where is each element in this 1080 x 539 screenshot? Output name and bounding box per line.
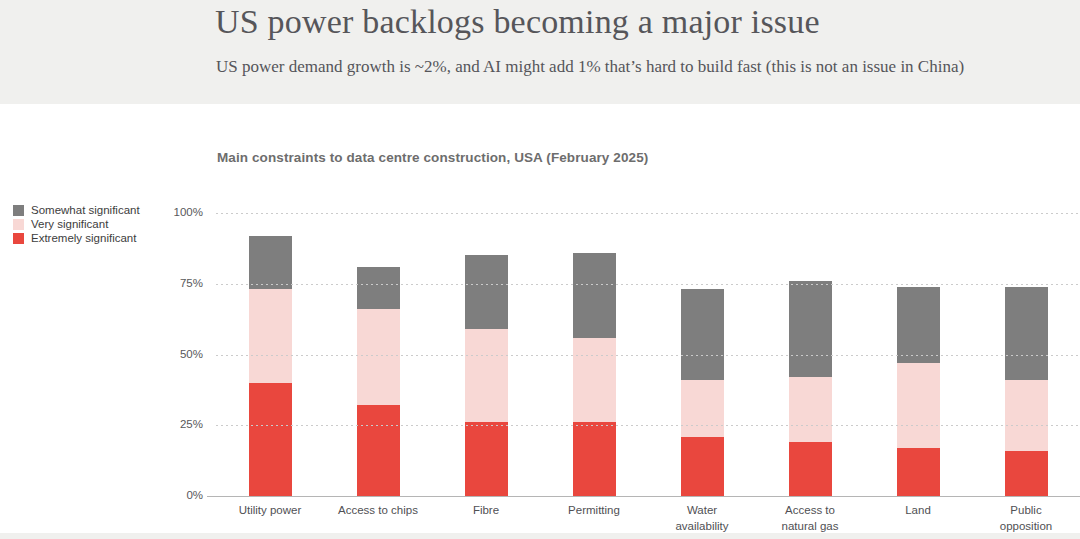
y-tick-25%: 25%: [143, 418, 203, 430]
bar-segment-extremely-significant: [681, 437, 724, 496]
legend: Somewhat significant Very significant Extr…: [13, 204, 140, 246]
x-label-access-to-chips: Access to chips: [324, 503, 432, 534]
y-tick-0%: 0%: [143, 489, 203, 501]
next-section-edge: [0, 533, 1080, 539]
x-label-fibre: Fibre: [432, 503, 540, 534]
bar-segment-extremely-significant: [1005, 451, 1048, 496]
bar-segment-extremely-significant: [249, 383, 292, 496]
gridline-75%: [216, 284, 1080, 285]
legend-label: Very significant: [31, 218, 108, 230]
somewhat-significant-swatch-icon: [13, 205, 24, 216]
bar-public-opposition: [1005, 287, 1048, 496]
x-label-access-to-natural-gas: Access to natural gas: [756, 503, 864, 534]
bar-segment-extremely-significant: [789, 442, 832, 496]
x-label-public-opposition: Public opposition: [972, 503, 1080, 534]
bar-access-to-natural-gas: [789, 281, 832, 496]
legend-label: Extremely significant: [31, 232, 136, 244]
bar-segment-very-significant: [897, 363, 940, 448]
bar-segment-somewhat-significant: [789, 281, 832, 377]
bar-permitting: [573, 253, 616, 496]
legend-item-extremely-significant: Extremely significant: [13, 232, 140, 244]
chart-title: Main constraints to data centre construc…: [217, 150, 648, 165]
gridline-100%: [216, 213, 1080, 214]
x-axis-labels: Utility powerAccess to chipsFibrePermitt…: [216, 503, 1080, 534]
bar-segment-very-significant: [789, 377, 832, 442]
legend-label: Somewhat significant: [31, 204, 140, 216]
legend-item-very-significant: Very significant: [13, 218, 140, 230]
bar-access-to-chips: [357, 267, 400, 496]
slide: US power backlogs becoming a major issue…: [0, 0, 1080, 539]
bar-segment-somewhat-significant: [1005, 287, 1048, 380]
gridline-25%: [216, 425, 1080, 426]
gridline-50%: [216, 355, 1080, 356]
page-subtitle: US power demand growth is ~2%, and AI mi…: [216, 57, 964, 77]
bar-utility-power: [249, 236, 292, 496]
bar-segment-very-significant: [357, 309, 400, 405]
y-tick-50%: 50%: [143, 348, 203, 360]
bar-segment-very-significant: [249, 289, 292, 382]
bar-segment-extremely-significant: [357, 405, 400, 496]
bar-segment-somewhat-significant: [681, 289, 724, 380]
plot-area: Utility powerAccess to chipsFibrePermitt…: [216, 213, 1080, 496]
x-label-water-availability: Water availability: [648, 503, 756, 534]
bar-segment-extremely-significant: [465, 422, 508, 496]
legend-item-somewhat-significant: Somewhat significant: [13, 204, 140, 216]
x-label-permitting: Permitting: [540, 503, 648, 534]
bar-segment-very-significant: [1005, 380, 1048, 451]
bar-land: [897, 287, 940, 496]
y-tick-100%: 100%: [143, 206, 203, 218]
y-tick-75%: 75%: [143, 277, 203, 289]
bar-segment-very-significant: [681, 380, 724, 437]
bar-segment-somewhat-significant: [897, 287, 940, 363]
bar-water-availability: [681, 289, 724, 496]
bar-segment-somewhat-significant: [573, 253, 616, 338]
page-title: US power backlogs becoming a major issue: [215, 3, 820, 41]
extremely-significant-swatch-icon: [13, 233, 24, 244]
bar-segment-very-significant: [573, 338, 616, 423]
x-axis-line: [207, 496, 1080, 497]
header-band: US power backlogs becoming a major issue…: [0, 0, 1080, 104]
bar-fibre: [465, 255, 508, 496]
bar-segment-somewhat-significant: [357, 267, 400, 309]
very-significant-swatch-icon: [13, 219, 24, 230]
x-label-utility-power: Utility power: [216, 503, 324, 534]
bar-segment-somewhat-significant: [249, 236, 292, 290]
bar-segment-extremely-significant: [573, 422, 616, 496]
bar-segment-very-significant: [465, 329, 508, 422]
bar-segment-somewhat-significant: [465, 255, 508, 329]
bar-segment-extremely-significant: [897, 448, 940, 496]
x-label-land: Land: [864, 503, 972, 534]
